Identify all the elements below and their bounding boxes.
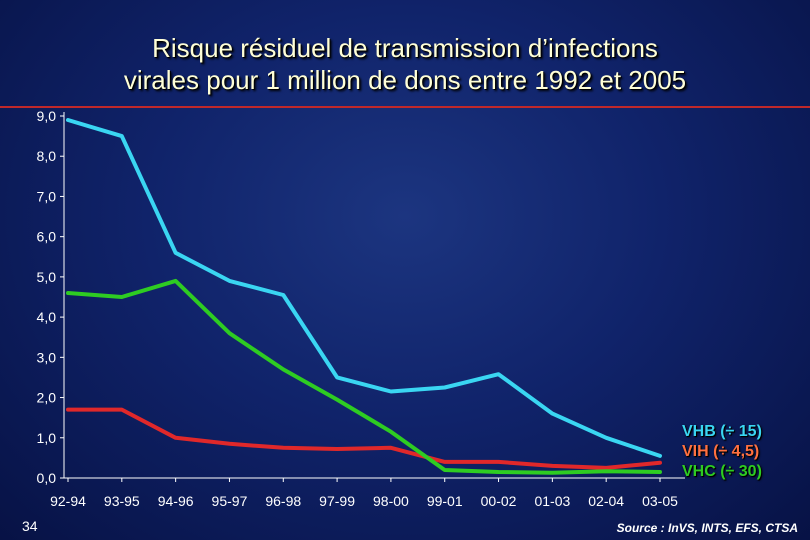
series-line-vhc [66,278,662,475]
x-tick-label: 99-01 [427,493,463,509]
legend: VHB (÷ 15) VIH (÷ 4,5) VHC (÷ 30) [682,422,762,482]
y-tick-label: 7,0 [37,188,57,204]
y-tick-label: 9,0 [37,108,57,124]
y-tick-label: 6,0 [37,229,57,245]
series-line-vhb [66,118,662,458]
x-tick-label: 01-03 [534,493,570,509]
y-tick-label: 3,0 [37,349,57,365]
x-tick-label: 96-98 [265,493,301,509]
x-tick-label: 93-95 [104,493,140,509]
y-tick-label: 2,0 [37,390,57,406]
page-number: 34 [22,518,38,534]
source-note: Source : InVS, INTS, EFS, CTSA [616,521,798,535]
legend-entry-vih: VIH (÷ 4,5) [682,443,760,460]
title-divider [0,106,810,108]
y-tick-label: 5,0 [37,269,57,285]
legend-entry-vhc: VHC (÷ 30) [682,463,762,480]
x-tick-label: 00-02 [481,493,517,509]
x-tick-label: 02-04 [588,493,624,509]
x-tick-label: 92-94 [50,493,86,509]
x-tick-label: 98-00 [373,493,409,509]
x-tick-label: 97-99 [319,493,355,509]
y-tick-label: 0,0 [37,470,57,486]
x-tick-label: 03-05 [642,493,678,509]
y-tick-label: 1,0 [37,430,57,446]
chart-title: Risque résiduel de transmission d’infect… [0,32,810,96]
y-tick-label: 4,0 [37,309,57,325]
y-tick-label: 8,0 [37,148,57,164]
x-tick-label: 94-96 [158,493,194,509]
series-line-vih [66,407,662,470]
chart-title-line-1: Risque résiduel de transmission d’infect… [152,33,658,63]
legend-entry-vhb: VHB (÷ 15) [682,423,762,440]
chart-title-line-2: virales pour 1 million de dons entre 199… [123,65,687,95]
x-tick-label: 95-97 [212,493,248,509]
